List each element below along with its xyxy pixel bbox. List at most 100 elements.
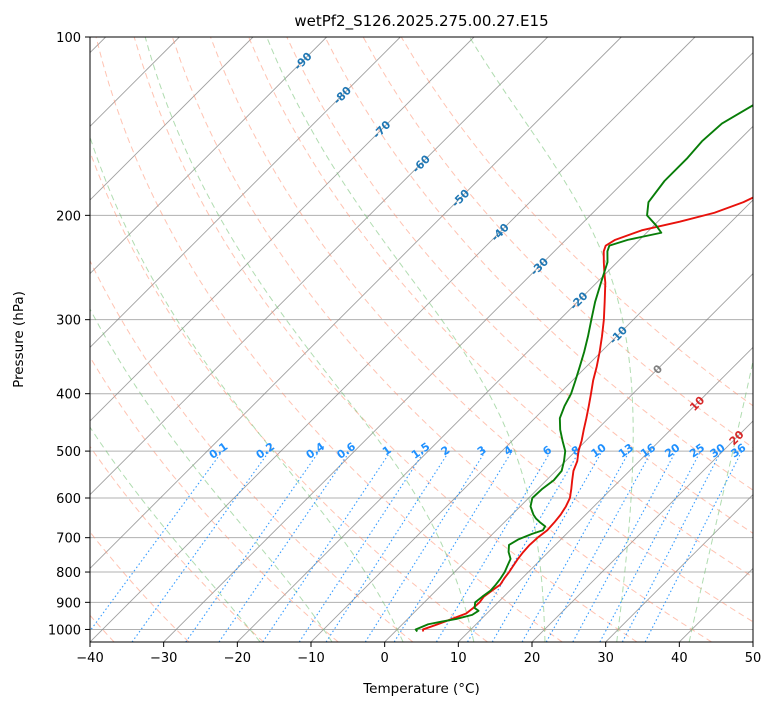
isotherm-line xyxy=(531,420,753,642)
isotherm-line xyxy=(90,37,548,496)
x-tick-label: −20 xyxy=(224,651,251,666)
x-tick-label: 10 xyxy=(450,651,467,666)
isotherm-line xyxy=(605,494,753,642)
mixing-ratio-label: 10 xyxy=(589,441,609,461)
dry-adiabat-line xyxy=(248,37,753,578)
mixing-ratio-label: 30 xyxy=(708,441,728,461)
isotherm-label: -70 xyxy=(370,118,393,141)
isobar-grid xyxy=(90,37,753,630)
isotherm-label: -20 xyxy=(567,289,590,312)
dry-adiabat-line xyxy=(90,356,339,642)
x-tick-label: 40 xyxy=(671,651,688,666)
isotherm-line xyxy=(458,346,753,642)
y-tick-label: 800 xyxy=(56,566,81,581)
moist-adiabat-line xyxy=(90,426,261,642)
isotherm-grid xyxy=(90,37,753,642)
x-axis-label: Temperature (°C) xyxy=(362,681,480,697)
y-tick-label: 1000 xyxy=(48,623,81,638)
y-tick-label: 900 xyxy=(56,596,81,611)
mixing-ratio-line xyxy=(467,450,580,642)
mixing-ratio-label: 16 xyxy=(638,441,658,461)
dry-adiabat-line xyxy=(95,37,563,642)
x-tick-label: 0 xyxy=(381,651,389,666)
dry-adiabat-line xyxy=(90,531,190,642)
isotherm-line xyxy=(752,641,753,642)
y-tick-label: 500 xyxy=(56,445,81,460)
x-tick-label: −40 xyxy=(76,651,103,666)
isotherm-label: -40 xyxy=(489,221,512,244)
dry-adiabat-line xyxy=(90,445,264,642)
mixing-ratio-label: 0.6 xyxy=(335,440,359,462)
x-tick-label: 20 xyxy=(524,651,541,666)
dry-adiabat-line xyxy=(210,37,753,623)
mixing-ratio-line xyxy=(185,450,320,642)
moist-adiabat-line xyxy=(688,358,753,642)
isotherm-line xyxy=(384,273,753,642)
plot-area: -100-90-80-70-60-50-40-30-20-10010203040… xyxy=(90,37,775,642)
dry-adiabat-line xyxy=(286,37,753,534)
mixing-ratio-line xyxy=(90,450,223,632)
isotherm-line xyxy=(90,37,401,348)
plot-frame xyxy=(89,36,754,643)
y-tick-label: 600 xyxy=(56,492,81,507)
isotherm-label: -30 xyxy=(528,255,551,278)
temperature-profile-line xyxy=(422,196,753,632)
y-tick-label: 100 xyxy=(56,31,81,46)
isotherm-line xyxy=(90,37,622,569)
isotherm-label: -60 xyxy=(410,152,433,175)
dry-adiabat-line xyxy=(133,37,638,642)
mixing-ratio-line xyxy=(218,450,351,642)
isotherm-line xyxy=(90,37,254,201)
moist-adiabat-line xyxy=(144,37,475,642)
y-tick-label: 300 xyxy=(56,314,81,329)
x-tick-label: 50 xyxy=(745,651,762,666)
series-layer xyxy=(414,104,753,633)
mixing-ratio-line xyxy=(298,450,425,642)
isotherm-label: -80 xyxy=(331,84,354,107)
mixing-ratio-label: 25 xyxy=(687,441,707,460)
isotherm-line xyxy=(90,37,475,422)
moist-adiabat-line xyxy=(90,135,404,642)
x-tick-label: 30 xyxy=(597,651,614,666)
moist-adiabat-line xyxy=(266,37,546,642)
y-axis: 100 200 300 400 500 600 700 800 900 1000 xyxy=(48,31,90,638)
mixing-ratio-lines xyxy=(90,450,743,642)
mixing-ratio-line xyxy=(435,450,552,642)
mixing-ratio-label: 1.5 xyxy=(409,440,432,462)
y-tick-label: 200 xyxy=(56,209,81,224)
mixing-ratio-line xyxy=(521,450,630,642)
mixing-ratio-label: 20 xyxy=(662,441,682,461)
isotherm-label: 0 xyxy=(651,362,666,377)
dry-adiabat-line xyxy=(324,37,753,491)
isotherm-label: 30 xyxy=(766,462,775,482)
mixing-ratio-line xyxy=(491,450,603,642)
chart-title: wetPf2_S126.2025.275.00.27.E15 xyxy=(294,12,548,31)
mixing-ratio-label: 0.1 xyxy=(207,440,230,462)
x-axis: −40 −30 −20 −10 0 10 20 30 40 50 xyxy=(76,642,761,666)
y-tick-label: 400 xyxy=(56,388,81,403)
dry-adiabat-line xyxy=(90,150,488,642)
isotherm-line xyxy=(237,125,753,642)
mixing-ratio-line xyxy=(572,450,677,642)
isotherm-line xyxy=(90,37,327,275)
isotherm-label: -50 xyxy=(449,186,472,209)
mixing-ratio-line xyxy=(599,450,702,642)
dry-adiabat-line xyxy=(171,37,712,642)
y-tick-label: 700 xyxy=(56,532,81,547)
x-tick-label: −30 xyxy=(150,651,177,666)
dewpoint-profile-line xyxy=(414,104,753,633)
mixing-ratio-label: 0.4 xyxy=(304,440,328,462)
dry-adiabat-line xyxy=(90,259,414,642)
moist-adiabat-line xyxy=(90,308,333,642)
mixing-ratio-line xyxy=(393,450,513,642)
isotherm-line xyxy=(679,567,753,642)
mixing-ratio-line xyxy=(545,450,653,642)
isotherm-line xyxy=(90,37,696,642)
isotherm-label: 10 xyxy=(687,394,707,414)
isotherm-line xyxy=(163,52,753,642)
mixing-ratio-line xyxy=(644,450,743,642)
mixing-ratio-line xyxy=(364,450,486,642)
isotherm-label: -10 xyxy=(607,323,630,346)
mixing-ratio-line xyxy=(262,450,392,642)
